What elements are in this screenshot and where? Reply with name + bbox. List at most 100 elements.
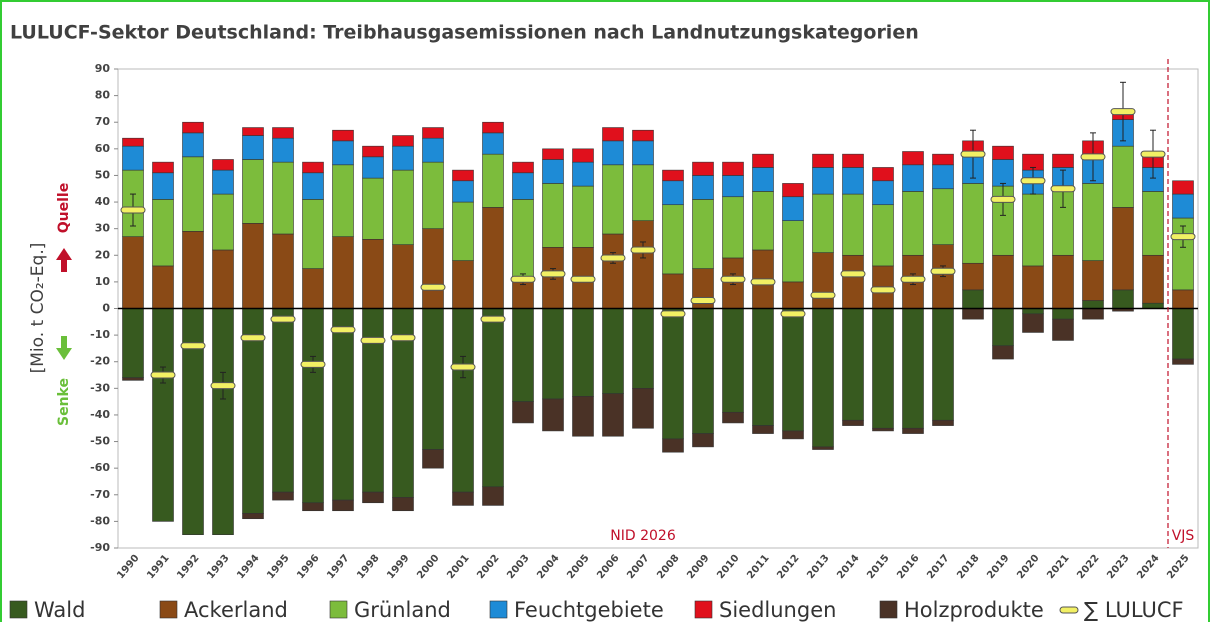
bar-segment [212, 249, 234, 309]
bar-segment [872, 308, 894, 429]
x-tick-label: 1993 [205, 553, 231, 581]
bar-segment [1052, 153, 1074, 168]
y-tick-label: -70 [90, 488, 110, 501]
sum-marker [900, 275, 926, 283]
x-tick-label: 1998 [355, 553, 381, 581]
x-tick-label: 2023 [1105, 553, 1131, 581]
bar-segment [242, 127, 264, 136]
sum-marker [750, 278, 776, 286]
bar-segment [482, 486, 504, 506]
bar-segment [872, 167, 894, 182]
sum-marker [570, 275, 596, 283]
x-tick-label: 2007 [625, 553, 651, 581]
bar-segment [812, 167, 834, 195]
bar-segment [632, 140, 654, 166]
x-tick-label: 2013 [805, 553, 831, 581]
bar-segment [872, 204, 894, 267]
bar-segment [452, 180, 474, 203]
bar-segment [302, 308, 324, 504]
bar-segment [602, 140, 624, 166]
bar-segment [332, 140, 354, 166]
x-tick-label: 1990 [115, 553, 141, 581]
bar-segment [1082, 308, 1104, 320]
bar-segment [242, 513, 264, 520]
bar-segment [572, 396, 594, 437]
bar-segment [152, 172, 174, 200]
bar-segment [782, 183, 804, 198]
sum-marker [1140, 150, 1166, 158]
x-tick-label: 1996 [295, 553, 321, 581]
bar-segment [812, 308, 834, 448]
x-tick-label: 2021 [1045, 553, 1071, 581]
bar-segment [572, 185, 594, 248]
bar-segment [242, 223, 264, 309]
bar-segment [122, 236, 144, 309]
bar-segment [302, 161, 324, 174]
x-tick-label: 1999 [385, 553, 411, 581]
bar-segment [512, 161, 534, 174]
bar-segment [362, 145, 384, 158]
bar-segment [902, 427, 924, 434]
legend-swatch [159, 600, 178, 619]
bar-segment [1142, 302, 1164, 309]
source-label: Quelle [56, 183, 72, 233]
bar-segment [512, 172, 534, 200]
bar-segment [452, 491, 474, 506]
bar-segment [272, 127, 294, 139]
sum-marker [180, 342, 206, 350]
bar-segment [182, 156, 204, 232]
sum-marker [150, 371, 176, 379]
bar-segment [122, 145, 144, 171]
sum-marker [420, 283, 446, 291]
bar-segment [782, 220, 804, 283]
bar-segment [1172, 358, 1194, 365]
bar-segment [1172, 193, 1194, 219]
bar-segment [722, 308, 744, 413]
bar-segment [602, 308, 624, 394]
bar-segment [662, 169, 684, 182]
bar-segment [452, 260, 474, 309]
x-tick-label: 2000 [415, 553, 441, 581]
x-tick-label: 2015 [865, 553, 891, 581]
bar-segment [482, 207, 504, 309]
x-tick-label: 1997 [325, 553, 351, 581]
x-tick-label: 2002 [475, 553, 501, 581]
sum-marker [990, 195, 1016, 203]
bar-segment [782, 281, 804, 309]
legend-label: Holzprodukte [904, 598, 1044, 622]
sum-marker [270, 315, 296, 323]
bar-segment [962, 183, 984, 264]
bar-segment [662, 273, 684, 309]
bar-segment [962, 262, 984, 291]
sum-marker [1020, 177, 1046, 185]
bar-segment [1112, 145, 1134, 208]
bar-segment [752, 167, 774, 192]
bar-segment [752, 425, 774, 434]
legend-label: Siedlungen [719, 598, 836, 622]
x-tick-label: 2012 [775, 553, 801, 581]
bar-segment [1052, 254, 1074, 309]
bar-segment [572, 161, 594, 187]
bar-segment [722, 161, 744, 176]
legend-swatch [879, 600, 898, 619]
sum-marker [390, 334, 416, 342]
bar-segment [842, 193, 864, 256]
bar-segment [362, 239, 384, 309]
bar-segment [542, 398, 564, 432]
bar-segment [842, 167, 864, 195]
bar-segment [392, 135, 414, 147]
sum-marker [240, 334, 266, 342]
bar-segment [422, 137, 444, 163]
bar-segment [482, 121, 504, 134]
bar-segment [512, 401, 534, 424]
sum-marker [510, 275, 536, 283]
bar-segment [1022, 265, 1044, 309]
bar-segment [302, 502, 324, 512]
bar-segment [152, 265, 174, 309]
annotation-nid: NID 2026 [610, 528, 676, 544]
bar-segment [122, 377, 144, 381]
legend-label: Ackerland [184, 598, 288, 622]
source-arrow [56, 248, 72, 272]
bar-segment [1052, 308, 1074, 320]
sum-marker [120, 206, 146, 214]
